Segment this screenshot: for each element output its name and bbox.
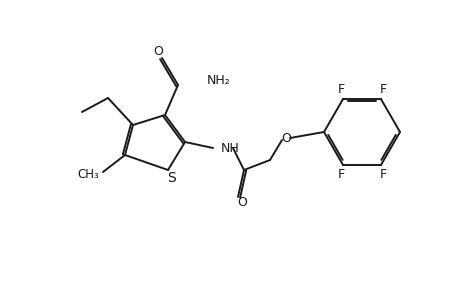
Text: S: S [167,171,176,185]
Text: F: F [337,168,344,182]
Text: F: F [379,168,386,182]
Text: O: O [280,131,290,145]
Text: CH₃: CH₃ [77,167,99,181]
Text: NH₂: NH₂ [207,74,230,86]
Text: O: O [153,44,162,58]
Text: F: F [337,82,344,96]
Text: F: F [379,82,386,96]
Text: NH: NH [220,142,239,154]
Text: O: O [236,196,246,209]
